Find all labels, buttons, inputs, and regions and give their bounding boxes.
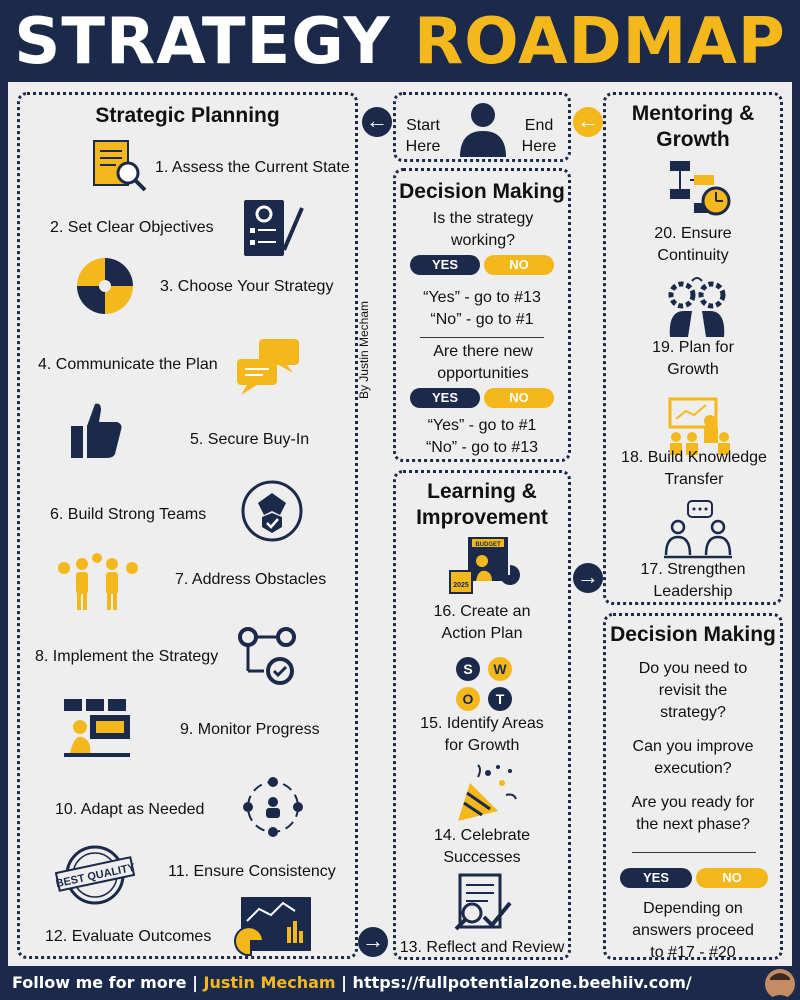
step-18-label: 18. Build Knowledge Transfer (621, 449, 767, 488)
arrow-left-icon: ← (573, 107, 603, 137)
arrow-left-icon: ← (362, 107, 392, 137)
decision-top-q1-no: “No” - go to #1 (430, 311, 534, 328)
step-10-label: 10. Adapt as Needed (55, 801, 205, 818)
decision-top-title: Decision Making (399, 180, 565, 203)
step-4-label: 4. Communicate the Plan (38, 356, 218, 373)
svg-text:BUDGET: BUDGET (475, 542, 501, 548)
strategic-planning-title: Strategic Planning (95, 104, 280, 127)
footer-url[interactable]: | https://fullpotentialzone.beehiiv.com/ (335, 973, 692, 992)
swot-w: W (488, 657, 512, 681)
step-5-label: 5. Secure Buy-In (190, 431, 310, 448)
chat-bubbles-icon (237, 339, 299, 395)
decision-top-q2: Are there new opportunities (433, 343, 533, 382)
step-20-label: 20. Ensure Continuity (654, 225, 732, 264)
decision-bottom-q2: Can you improve execution? (632, 738, 754, 777)
monitoring-desk-icon (64, 699, 130, 757)
step-1-label: 1. Assess the Current State (155, 159, 350, 176)
step-15-label: 15. Identify Areas for Growth (420, 715, 544, 754)
handshake-shield-icon (241, 480, 303, 542)
best-quality-badge-icon: BEST QUALITY (55, 845, 135, 905)
yes-pill: YES (410, 255, 480, 275)
gears-flow-icon (238, 627, 296, 685)
decision-top-q1-yes: “Yes” - go to #13 (423, 289, 541, 306)
title-roadmap: ROADMAP (413, 5, 786, 79)
decision-bottom-title: Decision Making (610, 623, 776, 646)
yes-pill: YES (620, 868, 692, 888)
document-magnifier-icon (93, 140, 147, 192)
step-3-label: 3. Choose Your Strategy (160, 278, 334, 295)
learning-title: Learning & Improvement (416, 480, 548, 529)
learning-improvement-panel: Learning & Improvement BUDGET 2025 16. C… (393, 470, 571, 960)
decision-top-q2-yes: “Yes” - go to #1 (427, 417, 537, 434)
gear-checklist-icon (244, 200, 304, 256)
decision-bottom-q3: Are you ready for the next phase? (631, 794, 755, 833)
mentoring-title: Mentoring & Growth (631, 102, 755, 151)
swot-t: T (488, 687, 512, 711)
step-16-label: 16. Create an Action Plan (433, 603, 531, 642)
discussion-icon (664, 500, 732, 559)
end-label: End Here (521, 117, 557, 155)
presentation-icon (668, 397, 730, 455)
start-label: Start Here (405, 117, 441, 155)
step-12-label: 12. Evaluate Outcomes (45, 928, 212, 945)
decision-bottom-q1: Do you need to revisit the strategy? (638, 660, 748, 721)
header: STRATEGY ROADMAP (0, 0, 800, 82)
budget-board-icon: BUDGET 2025 (449, 537, 520, 594)
step-6-label: 6. Build Strong Teams (50, 506, 207, 523)
step-17-label: 17. Strengthen Leadership (640, 561, 746, 600)
decision-making-top-panel: Decision Making Is the strategy working?… (393, 168, 571, 462)
document-review-icon (454, 873, 512, 931)
divider (420, 337, 544, 338)
people-lightning-icon (58, 553, 138, 610)
author-vertical-text: By Justin Mecham (357, 300, 371, 400)
no-pill: NO (484, 255, 554, 275)
start-end-panel: Start Here End Here (393, 92, 571, 162)
mentoring-growth-panel: Mentoring & Growth 20. Ensure Continuity… (603, 92, 783, 605)
party-popper-icon (458, 764, 517, 821)
swot-o: O (456, 687, 480, 711)
step-14-label: 14. Celebrate Successes (433, 827, 531, 866)
decision-bottom-note: Depending on answers proceed to #17 - #2… (632, 900, 754, 961)
page-title: STRATEGY ROADMAP (0, 0, 800, 82)
decision-top-q1: Is the strategy working? (432, 210, 534, 249)
decision-top-q2-no: “No” - go to #13 (425, 439, 539, 456)
arrow-right-icon: → (573, 563, 603, 593)
person-icon (460, 103, 506, 157)
strategic-planning-panel: Strategic Planning 1. Assess the Current… (17, 92, 358, 959)
title-strategy: STRATEGY (14, 5, 391, 79)
footer: Follow me for more | Justin Mecham | htt… (0, 966, 800, 1000)
flowchart-clock-icon (670, 161, 731, 216)
no-pill: NO (484, 388, 554, 408)
analytics-dashboard-icon (234, 897, 311, 957)
person-cycle-icon (243, 777, 303, 837)
decision-making-bottom-panel: Decision Making Do you need to revisit t… (603, 613, 783, 961)
no-pill: NO (696, 868, 768, 888)
step-11-label: 11. Ensure Consistency (168, 863, 336, 880)
footer-prefix: Follow me for more | (12, 973, 204, 992)
step-19-label: 19. Plan for Growth (652, 339, 734, 378)
step-9-label: 9. Monitor Progress (180, 721, 320, 738)
arrow-right-icon: → (358, 927, 388, 957)
yes-pill: YES (410, 388, 480, 408)
heads-gears-icon (668, 277, 726, 337)
step-8-label: 8. Implement the Strategy (35, 648, 219, 665)
step-2-label: 2. Set Clear Objectives (50, 219, 214, 236)
step-13-label: 13. Reflect and Review (399, 939, 565, 956)
step-7-label: 7. Address Obstacles (175, 571, 327, 588)
avatar (765, 969, 795, 1000)
strategy-quadrant-icon (77, 258, 133, 314)
thumbs-up-icon (71, 403, 122, 458)
divider (632, 852, 756, 853)
svg-text:2025: 2025 (453, 582, 469, 589)
swot-s: S (456, 657, 480, 681)
footer-author-link[interactable]: Justin Mecham (203, 973, 336, 992)
